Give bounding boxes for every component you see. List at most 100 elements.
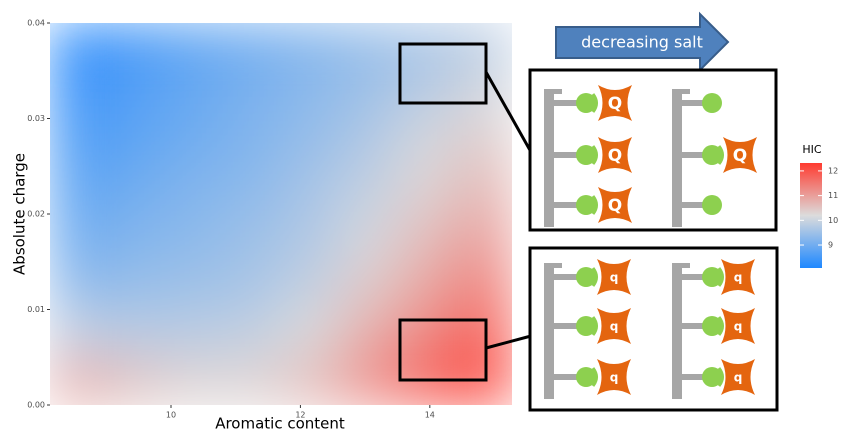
ligand-label: q (734, 320, 743, 334)
ligand-label: Q (608, 146, 622, 166)
heat-cell (50, 70, 109, 119)
bead (576, 195, 596, 215)
heat-cell (165, 70, 224, 119)
ligand-label: q (610, 271, 619, 285)
heat-cell (50, 261, 109, 310)
comb-stub (672, 374, 706, 380)
y-tick-label: 0.01 (27, 305, 45, 314)
colorbar-tick-label: 11 (828, 191, 838, 200)
heat-cell (223, 166, 282, 215)
heat-cell (223, 214, 282, 263)
comb-stub (672, 100, 706, 106)
ligand-label: Q (608, 94, 622, 114)
comb-stub (544, 323, 580, 329)
comb-stub (672, 274, 706, 280)
chart: 1012140.000.010.020.030.04 Aromatic cont… (0, 0, 843, 431)
colorbar-gradient (800, 163, 822, 268)
heat-cell (338, 309, 397, 358)
bead (702, 267, 722, 287)
ligand-label: q (610, 371, 619, 385)
ligand-label: q (734, 371, 743, 385)
heat-cell (454, 309, 513, 358)
bead (576, 145, 596, 165)
x-tick-label: 10 (166, 411, 176, 420)
heat-cell (396, 118, 455, 167)
heat-cell (454, 261, 513, 310)
comb-bar (672, 263, 690, 268)
heat-cell (165, 23, 224, 72)
heat-cell (165, 261, 224, 310)
heat-cell (454, 70, 513, 119)
bead (576, 367, 596, 387)
x-tick-label: 14 (425, 411, 435, 420)
heat-cell (396, 70, 455, 119)
heat-cell (396, 309, 455, 358)
heat-cell (454, 118, 513, 167)
heat-cell (396, 23, 455, 72)
ligand-label: Q (608, 196, 622, 216)
heat-cell (107, 166, 166, 215)
heat-cell (223, 357, 282, 406)
heat-cell (165, 166, 224, 215)
heat-cell (50, 357, 109, 406)
heat-cell (281, 309, 340, 358)
bead (702, 367, 722, 387)
heat-cell (338, 261, 397, 310)
bead (702, 195, 722, 215)
heat-cell (107, 214, 166, 263)
heat-cell (165, 309, 224, 358)
ligand-label: q (610, 320, 619, 334)
heat-cell (281, 214, 340, 263)
comb-stub (544, 202, 580, 208)
heat-cell (454, 166, 513, 215)
heat-cell (338, 23, 397, 72)
heat-cell (223, 309, 282, 358)
comb-bar (672, 89, 690, 94)
bead (702, 93, 722, 113)
bead (702, 145, 722, 165)
heat-cell (165, 357, 224, 406)
bead (576, 316, 596, 336)
bead (576, 93, 596, 113)
heat-cell (107, 23, 166, 72)
comb-bar (544, 89, 562, 94)
colorbar-tick-label: 9 (828, 241, 833, 250)
heat-cell (338, 357, 397, 406)
heat-cell (223, 118, 282, 167)
comb-stub (544, 152, 580, 158)
x-axis-label: Aromatic content (215, 415, 345, 432)
heatmap (50, 23, 512, 406)
comb-stub (672, 323, 706, 329)
comb-stub (672, 152, 706, 158)
comb-stub (544, 100, 580, 106)
heat-cell (223, 23, 282, 72)
heat-cell (396, 166, 455, 215)
heat-cell (281, 70, 340, 119)
heat-cell (454, 214, 513, 263)
y-tick-label: 0.03 (27, 114, 45, 123)
heat-cell (223, 261, 282, 310)
heat-cell (50, 214, 109, 263)
heat-cell (107, 309, 166, 358)
heat-cell (50, 23, 109, 72)
heat-cell (396, 214, 455, 263)
heat-cell (338, 166, 397, 215)
y-tick-label: 0.04 (27, 19, 45, 28)
heat-cell (281, 357, 340, 406)
bead (576, 267, 596, 287)
comb-bar (544, 263, 562, 268)
comb-stub (544, 274, 580, 280)
heat-cell (281, 118, 340, 167)
y-tick-label: 0.00 (27, 401, 45, 410)
y-tick-label: 0.02 (27, 210, 45, 219)
heat-cell (223, 70, 282, 119)
bead (702, 316, 722, 336)
heat-cell (50, 309, 109, 358)
heat-cell (281, 23, 340, 72)
heat-cell (396, 261, 455, 310)
heat-cell (165, 118, 224, 167)
arrow-label: decreasing salt (581, 33, 703, 52)
ligand-label: q (734, 271, 743, 285)
heat-cell (338, 118, 397, 167)
